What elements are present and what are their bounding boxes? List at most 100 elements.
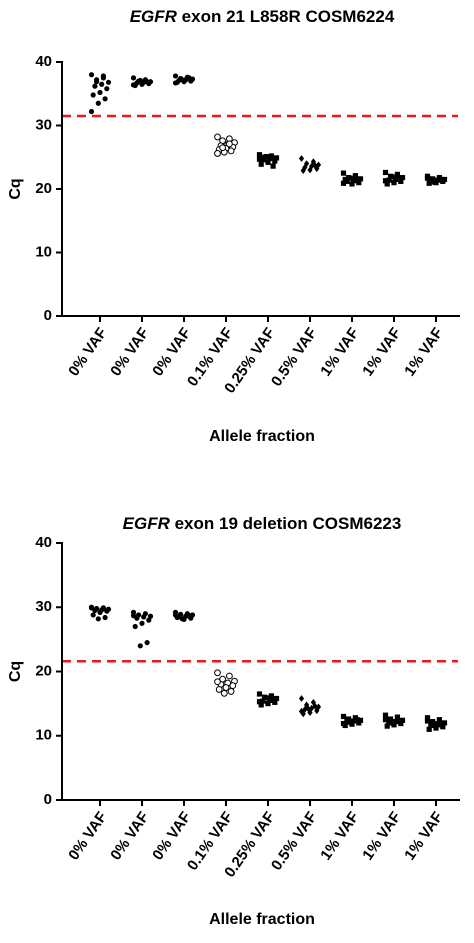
point (97, 609, 103, 615)
x-axis-label: Allele fraction (209, 911, 315, 928)
x-tick-label: 1% VAF (317, 809, 362, 864)
point (352, 173, 358, 179)
point (349, 181, 355, 187)
point (88, 605, 95, 611)
point (186, 75, 192, 81)
point (90, 612, 96, 618)
y-tick-label: 10 (35, 243, 52, 260)
point (214, 678, 221, 686)
point (300, 167, 306, 174)
point (351, 177, 357, 183)
point (95, 100, 101, 106)
point (424, 175, 431, 181)
point (347, 175, 353, 181)
x-tick-label: 0% VAF (107, 809, 152, 864)
point (399, 717, 406, 723)
point (179, 77, 185, 83)
point (214, 669, 221, 677)
point (270, 697, 276, 704)
y-tick-label: 0 (44, 791, 52, 808)
point (431, 179, 437, 185)
point (435, 721, 441, 727)
x-tick-label: 1% VAF (317, 325, 362, 380)
point (137, 77, 143, 84)
y-tick-label: 0 (44, 307, 52, 324)
chart-title: EGFR exon 21 L858R COSM6224 (130, 7, 395, 26)
point (426, 726, 432, 732)
point (344, 719, 350, 725)
point (226, 140, 233, 148)
title-rest: exon 19 deletion COSM6223 (170, 514, 401, 533)
point (186, 613, 192, 619)
point (340, 720, 347, 727)
point (102, 96, 108, 102)
point (424, 715, 431, 721)
point (340, 713, 347, 720)
y-tick-label: 10 (35, 727, 52, 744)
title-italic: EGFR (123, 514, 171, 533)
point (214, 133, 221, 141)
point (102, 614, 108, 621)
point (227, 688, 235, 695)
point (300, 710, 306, 718)
point (92, 83, 98, 89)
point (441, 720, 448, 726)
point (272, 158, 278, 164)
point (172, 80, 179, 86)
x-axis-label: Allele fraction (209, 428, 315, 445)
point (384, 181, 390, 187)
x-tick-label: 0% VAF (107, 325, 152, 380)
point (256, 152, 263, 158)
point (263, 695, 269, 701)
point (394, 171, 400, 177)
point (214, 150, 221, 157)
point (258, 702, 264, 708)
point (354, 717, 360, 723)
point (105, 79, 112, 85)
point (256, 699, 263, 705)
y-tick-label: 40 (35, 534, 52, 551)
point (130, 82, 137, 88)
x-tick-label: 0% VAF (65, 325, 110, 380)
point (340, 180, 347, 186)
point (396, 718, 402, 724)
y-axis-label: Cq (7, 178, 24, 199)
point (139, 620, 145, 626)
point (389, 174, 395, 180)
point (389, 719, 395, 725)
point (382, 178, 389, 184)
point (132, 623, 138, 630)
point (304, 160, 310, 167)
x-tick-label: 1% VAF (401, 325, 446, 380)
point (256, 691, 263, 697)
point (340, 170, 347, 176)
point (382, 712, 389, 718)
title-italic: EGFR (130, 7, 178, 26)
point (357, 176, 364, 182)
point (260, 157, 266, 163)
point (382, 169, 389, 176)
y-axis-label: Cq (7, 661, 24, 682)
point (267, 697, 273, 703)
x-tick-label: 1% VAF (359, 809, 404, 864)
point (88, 72, 95, 78)
point (104, 86, 110, 92)
point (424, 718, 431, 724)
point (215, 686, 223, 693)
point (273, 155, 280, 161)
y-tick-label: 20 (35, 180, 52, 197)
point (386, 177, 392, 183)
point (431, 720, 437, 727)
chart-title: EGFR exon 19 deletion COSM6223 (123, 514, 402, 533)
point (433, 725, 439, 731)
point (130, 613, 137, 619)
point (347, 719, 353, 725)
point (172, 73, 179, 79)
point (356, 720, 362, 726)
point (256, 156, 263, 162)
point (137, 643, 143, 649)
point (298, 695, 305, 702)
point (263, 154, 269, 160)
